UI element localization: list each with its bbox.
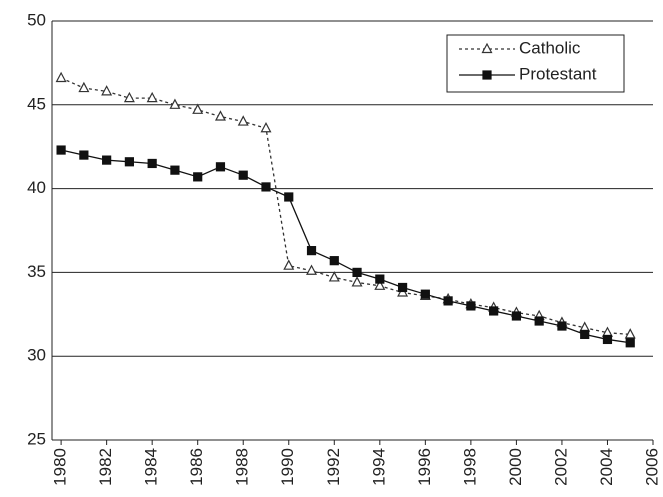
x-tick-label: 1990 bbox=[278, 448, 297, 486]
legend-label: Catholic bbox=[519, 38, 581, 57]
marker bbox=[260, 121, 272, 133]
marker bbox=[146, 91, 158, 103]
marker bbox=[375, 274, 385, 284]
marker bbox=[374, 279, 386, 290]
marker bbox=[351, 276, 363, 287]
marker bbox=[602, 334, 613, 345]
x-tick-label: 1988 bbox=[233, 448, 252, 486]
x-tick-label: 1996 bbox=[415, 448, 434, 486]
y-tick-label: 50 bbox=[27, 10, 46, 29]
x-tick-label: 1986 bbox=[187, 448, 206, 486]
marker bbox=[237, 115, 249, 126]
marker bbox=[580, 329, 590, 340]
x-tick-label: 1998 bbox=[460, 448, 479, 486]
marker bbox=[102, 155, 112, 165]
marker bbox=[214, 110, 226, 121]
marker bbox=[169, 98, 181, 109]
y-tick-label: 25 bbox=[27, 429, 46, 448]
x-tick-label: 2002 bbox=[551, 448, 570, 486]
marker bbox=[482, 70, 492, 80]
x-tick-label: 1984 bbox=[142, 448, 161, 486]
marker bbox=[192, 103, 204, 114]
x-tick-label: 2000 bbox=[506, 448, 525, 486]
marker bbox=[397, 282, 408, 293]
marker bbox=[481, 42, 493, 54]
marker bbox=[420, 289, 430, 299]
marker bbox=[466, 301, 476, 311]
marker bbox=[352, 267, 362, 277]
marker bbox=[215, 162, 226, 172]
x-tick-label: 2004 bbox=[597, 448, 616, 486]
marker bbox=[625, 338, 635, 348]
marker bbox=[624, 328, 636, 339]
marker bbox=[557, 321, 567, 331]
marker bbox=[147, 158, 157, 169]
y-tick-label: 40 bbox=[27, 178, 46, 197]
marker bbox=[56, 145, 66, 155]
marker bbox=[193, 172, 203, 182]
legend-box bbox=[446, 34, 625, 93]
marker bbox=[261, 182, 271, 192]
series-line bbox=[60, 149, 631, 344]
y-tick-label: 30 bbox=[27, 346, 46, 365]
y-tick-label: 45 bbox=[27, 94, 46, 113]
marker bbox=[55, 71, 67, 83]
marker bbox=[328, 271, 340, 282]
marker bbox=[123, 91, 135, 103]
marker bbox=[329, 256, 339, 266]
marker bbox=[124, 157, 135, 167]
marker bbox=[283, 259, 295, 270]
x-tick-label: 1980 bbox=[51, 448, 70, 486]
marker bbox=[170, 165, 180, 175]
marker bbox=[306, 264, 318, 275]
x-tick-label: 1982 bbox=[96, 448, 115, 486]
x-tick-label: 1992 bbox=[324, 448, 343, 486]
marker bbox=[489, 306, 499, 316]
x-tick-label: 1994 bbox=[369, 448, 388, 486]
series-line bbox=[60, 77, 631, 336]
marker bbox=[79, 150, 89, 160]
marker bbox=[284, 192, 294, 202]
marker bbox=[306, 246, 317, 256]
marker bbox=[101, 85, 113, 96]
marker bbox=[511, 311, 522, 321]
marker bbox=[78, 81, 90, 93]
legend-label: Protestant bbox=[519, 64, 597, 83]
x-tick-label: 2006 bbox=[642, 448, 661, 486]
marker bbox=[534, 316, 544, 326]
marker bbox=[443, 296, 453, 306]
marker bbox=[238, 170, 248, 180]
y-tick-label: 35 bbox=[27, 262, 46, 281]
